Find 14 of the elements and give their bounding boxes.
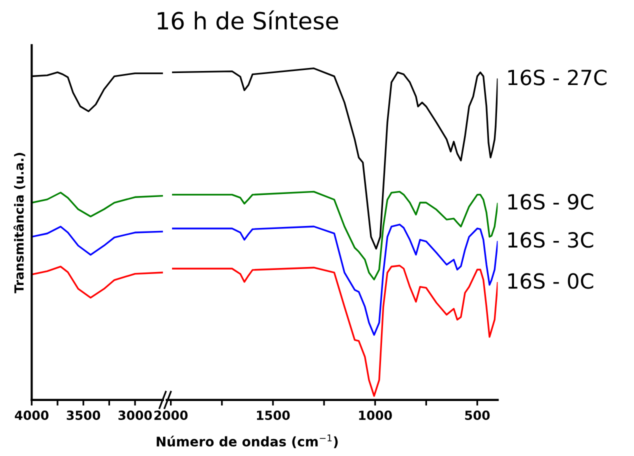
x-tick-label: 4000	[14, 410, 48, 420]
series-label: 16S - 9C	[508, 194, 594, 210]
x-tick-label: 1000	[359, 410, 392, 420]
series-label: 16S - 27C	[508, 70, 606, 86]
x-tick-label: 1500	[256, 410, 290, 420]
y-axis-title: Transmitância (u.a.)	[14, 152, 26, 294]
series-label: 16S - 3C	[508, 232, 594, 248]
chart-title: 16 h de Síntese	[158, 10, 338, 30]
series-label: 16S - 0C	[508, 273, 594, 289]
x-tick-label: 2000	[154, 410, 188, 420]
x-tick-label: 3000	[118, 410, 152, 420]
x-tick-label: 500	[465, 410, 490, 420]
x-axis-title: Número de ondas (cm$^{−1}$)	[156, 434, 338, 448]
x-tick-label: 3500	[66, 410, 100, 420]
